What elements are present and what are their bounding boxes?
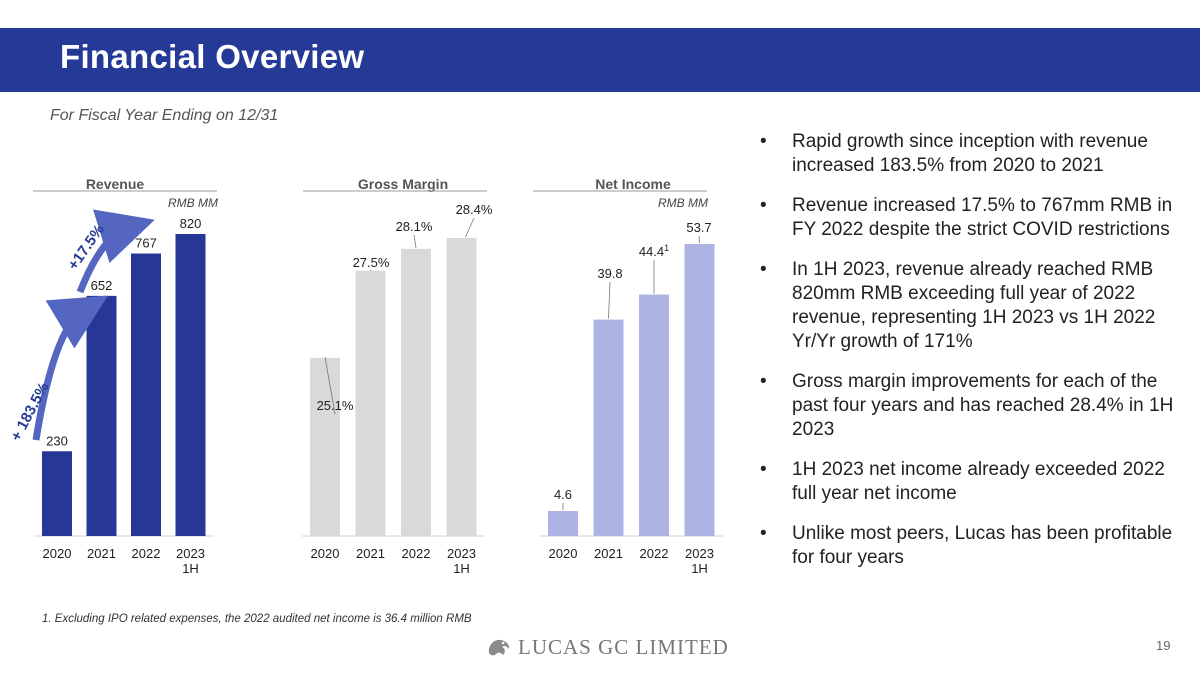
bullet-dot: • <box>760 131 767 152</box>
bullet-dot: • <box>760 259 767 280</box>
bullet-item: • In 1H 2023, revenue already reached RMB… <box>760 258 1185 354</box>
bar <box>355 270 386 536</box>
bar <box>593 319 624 536</box>
category-label: 2020 <box>311 546 340 561</box>
data-label: 652 <box>91 278 113 293</box>
category-label: 2023 <box>447 546 476 561</box>
page-title: Financial Overview <box>60 38 365 75</box>
footnote: 1. Excluding IPO related expenses, the 2… <box>42 613 472 625</box>
category-label: 2021 <box>356 546 385 561</box>
bullet-item: • Unlike most peers, Lucas has been profi… <box>760 522 1185 570</box>
bullet-dot: • <box>760 523 767 544</box>
bullet-text: Rapid growth since inception with revenu… <box>792 131 1148 176</box>
data-label: 27.5% <box>353 255 390 270</box>
bar <box>446 238 477 536</box>
bullet-dot: • <box>760 371 767 392</box>
category-label: 2020 <box>549 546 578 561</box>
label-leader-line <box>413 234 417 248</box>
bar <box>175 234 206 536</box>
footnote-marker: 1 <box>664 243 669 253</box>
logo-text: LUCAS GC LIMITED <box>518 634 729 659</box>
key-points-list: • Rapid growth since inception with reven… <box>760 130 1185 586</box>
bar <box>86 295 117 536</box>
label-leader-line <box>324 356 336 415</box>
category-label: 2023 <box>685 546 714 561</box>
data-label: 44.41 <box>639 243 669 259</box>
bullet-item: • Rapid growth since inception with reven… <box>760 130 1185 178</box>
data-label: 25.1% <box>317 398 354 413</box>
bar <box>401 248 431 536</box>
bar <box>639 294 669 536</box>
chart-title: Gross Margin <box>358 176 448 192</box>
data-label: 767 <box>135 236 157 251</box>
page-number: 19 <box>1156 638 1171 653</box>
category-label: 2022 <box>132 546 161 561</box>
data-label: 230 <box>46 433 68 448</box>
data-label: 28.4% <box>456 202 493 217</box>
bullet-item: • Gross margin improvements for each of t… <box>760 370 1185 442</box>
category-label: 2022 <box>402 546 431 561</box>
bullet-dot: • <box>760 195 767 216</box>
bar <box>42 451 72 536</box>
category-label: 1H <box>691 561 708 576</box>
chart-title: Net Income <box>595 176 671 192</box>
bullet-text: 1H 2023 net income already exceeded 2022… <box>792 459 1165 504</box>
bullet-dot: • <box>760 459 767 480</box>
category-label: 2021 <box>594 546 623 561</box>
company-logo: LUCAS GC LIMITED <box>486 633 729 661</box>
label-leader-line <box>465 217 475 238</box>
label-leader-line <box>608 281 611 319</box>
data-label: 53.7 <box>686 220 711 235</box>
chart-unit-label: RMB MM <box>658 196 708 210</box>
page-subtitle: For Fiscal Year Ending on 12/31 <box>50 107 279 124</box>
chart-title: Revenue <box>86 176 145 192</box>
category-label: 2020 <box>43 546 72 561</box>
bullet-text: Unlike most peers, Lucas has been profit… <box>792 523 1173 568</box>
title-bar: Financial Overview <box>0 28 1200 92</box>
bullet-item: • Revenue increased 17.5% to 767mm RMB in… <box>760 194 1185 242</box>
bar <box>548 510 578 536</box>
growth-arrow-icon <box>76 209 155 294</box>
bullet-text: Revenue increased 17.5% to 767mm RMB in … <box>792 195 1173 240</box>
growth-arrow-icon <box>32 295 108 441</box>
bullet-text: In 1H 2023, revenue already reached RMB … <box>792 259 1156 352</box>
bullet-item: • 1H 2023 net income already exceeded 202… <box>760 458 1185 506</box>
data-label: 820 <box>180 216 202 231</box>
category-label: 1H <box>453 561 470 576</box>
data-label: 39.8 <box>597 266 622 281</box>
bar <box>684 244 715 536</box>
chart-unit-label: RMB MM <box>168 196 218 210</box>
category-label: 2021 <box>87 546 116 561</box>
bullet-text: Gross margin improvements for each of th… <box>792 371 1174 440</box>
bar <box>131 253 161 536</box>
dragon-logo-icon <box>488 639 510 656</box>
label-leader-line <box>370 269 372 272</box>
category-label: 1H <box>182 561 199 576</box>
data-label: 4.6 <box>554 487 572 502</box>
category-label: 2023 <box>176 546 205 561</box>
bar <box>310 357 340 536</box>
label-leader-line <box>698 235 700 244</box>
category-label: 2022 <box>640 546 669 561</box>
data-label: 28.1% <box>396 219 433 234</box>
